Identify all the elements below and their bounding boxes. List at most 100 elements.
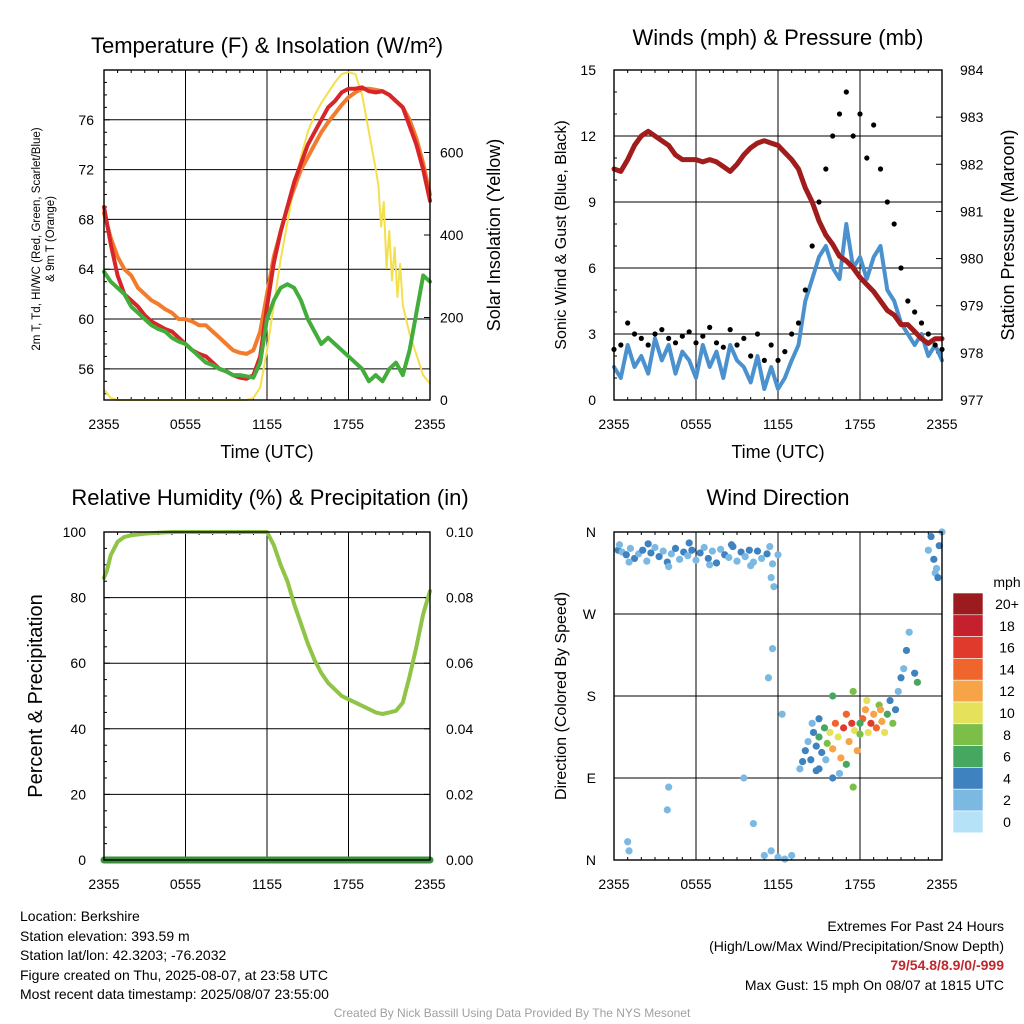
legend-swatch xyxy=(952,745,984,768)
gust-point xyxy=(748,353,754,359)
series-pressure xyxy=(611,128,945,346)
gust-point xyxy=(932,342,938,348)
gust-point xyxy=(734,342,740,348)
direction-point xyxy=(774,551,782,559)
gust-point xyxy=(727,327,733,333)
direction-point xyxy=(696,549,704,557)
y-right-axis-label: Station Pressure (Maroon) xyxy=(998,129,1018,340)
temperature-insolation-panel: 2355 0555 1155 1755 2355 56 60 64 68 72 76 0 200 400 6… xyxy=(31,33,504,462)
direction-point xyxy=(717,545,725,553)
gust-point xyxy=(850,133,856,139)
legend-label: 12 xyxy=(999,683,1015,699)
direction-point xyxy=(886,696,894,705)
direction-point xyxy=(853,747,861,755)
gust-point xyxy=(652,331,658,337)
y-tick-label: 0 xyxy=(78,852,86,868)
winds-pressure-panel: 2355 0555 1155 1755 235503691215977978979980… xyxy=(553,25,1018,462)
direction-point xyxy=(768,645,777,653)
direction-point xyxy=(834,733,842,741)
max-gust: Max Gust: 15 mph On 08/07 at 1815 UTC xyxy=(744,976,1004,993)
direction-point xyxy=(889,719,897,727)
direction-point xyxy=(820,724,829,732)
direction-point xyxy=(878,717,886,726)
direction-point xyxy=(788,851,796,860)
direction-point xyxy=(807,756,815,764)
direction-point xyxy=(911,669,919,677)
y-right-tick-label: 0.02 xyxy=(446,786,473,802)
direction-point xyxy=(927,532,935,541)
legend-label: 0 xyxy=(1003,814,1011,830)
direction-point xyxy=(856,730,864,738)
gust-point xyxy=(918,320,925,326)
x-tick-label: 1155 xyxy=(763,876,793,892)
direction-point xyxy=(848,719,856,727)
direction-point xyxy=(615,541,624,549)
gust-point xyxy=(898,265,904,271)
y-tick-label: 0 xyxy=(588,392,596,408)
x-tick-label: 2355 xyxy=(598,416,629,432)
direction-point xyxy=(799,758,807,766)
direction-point xyxy=(842,760,850,768)
direction-point xyxy=(930,555,938,563)
gust-point xyxy=(741,335,747,341)
gust-point xyxy=(830,133,836,139)
extremes-values: 79/54.8/8.9/0/-999 xyxy=(890,957,1004,973)
y-right-tick-label: 980 xyxy=(960,251,984,267)
gust-point xyxy=(905,298,911,304)
direction-point xyxy=(774,853,782,861)
gust-point xyxy=(891,221,897,227)
direction-point xyxy=(872,724,881,732)
gust-point xyxy=(795,320,802,326)
x-tick-label: 1755 xyxy=(333,876,364,892)
y-axis-label: Sonic Wind & Gust (Blue, Black) xyxy=(553,120,570,349)
gust-point xyxy=(782,349,788,355)
direction-point xyxy=(867,719,875,727)
direction-point xyxy=(900,665,908,673)
y-axis-label: & 9m T (Orange) xyxy=(45,196,57,282)
direction-point xyxy=(764,674,773,682)
gust-point xyxy=(809,243,815,249)
y-tick-label: 60 xyxy=(78,311,94,327)
y-tick-label: N xyxy=(586,852,596,868)
direction-point xyxy=(708,547,717,555)
direction-point xyxy=(625,558,633,566)
direction-point xyxy=(849,783,857,791)
direction-point xyxy=(688,546,696,554)
y-right-tick-label: 0.06 xyxy=(446,655,473,671)
direction-point xyxy=(815,733,823,741)
y-right-tick-label: 0.00 xyxy=(446,852,473,868)
direction-point xyxy=(902,646,911,655)
credit-line: Created By Nick Bassill Using Data Provi… xyxy=(333,1006,691,1020)
station-latlon: Station lat/lon: 42.3203; -76.2032 xyxy=(20,947,227,963)
gust-point xyxy=(864,155,870,161)
direction-point xyxy=(753,547,762,555)
direction-point xyxy=(842,710,850,718)
x-tick-label: 2355 xyxy=(926,876,957,892)
gust-point xyxy=(666,335,672,341)
direction-point xyxy=(837,754,845,762)
speed-color-legend: mph 20+ 18 16 14 12 10 8 6 4 2 0 xyxy=(952,574,1021,834)
series-rh xyxy=(102,530,432,716)
gust-point xyxy=(625,320,631,326)
recent-timestamp: Most recent data timestamp: 2025/08/07 2… xyxy=(20,986,329,1002)
legend-label: 14 xyxy=(999,661,1015,677)
y-right-tick-label: 977 xyxy=(960,392,984,408)
direction-point xyxy=(863,696,871,705)
station-elevation: Station elevation: 393.59 m xyxy=(20,927,190,944)
direction-point xyxy=(700,543,708,552)
y-tick-label: 6 xyxy=(588,260,596,276)
y-tick-label: 60 xyxy=(70,655,86,671)
station-location: Location: Berkshire xyxy=(20,908,140,924)
direction-point xyxy=(861,706,870,714)
chart-title: Winds (mph) & Pressure (mb) xyxy=(633,25,924,50)
y-right-tick-label: 979 xyxy=(960,298,984,314)
gust-point xyxy=(645,342,651,348)
legend-label: 8 xyxy=(1003,727,1011,743)
direction-point xyxy=(740,774,748,782)
direction-point xyxy=(767,573,775,582)
y-right-tick-label: 981 xyxy=(960,203,984,219)
x-axis-label: Time (UTC) xyxy=(220,442,313,462)
x-tick-label: 1755 xyxy=(333,416,364,432)
extremes-subheading: (High/Low/Max Wind/Precipitation/Snow De… xyxy=(709,937,1004,954)
